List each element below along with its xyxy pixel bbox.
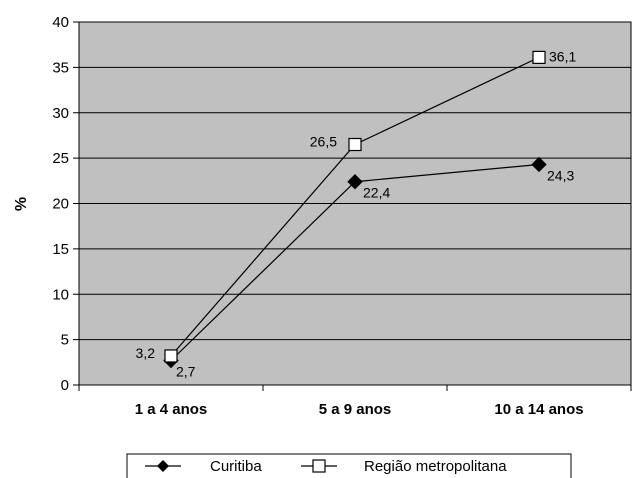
series-layer: 2,7 22,4 24,3 3,2 26,5 36,1 bbox=[136, 48, 577, 379]
data-label: 24,3 bbox=[547, 167, 574, 183]
regiao-metropolitana-point-marker bbox=[532, 50, 546, 64]
y-axis: 0 5 10 15 20 25 30 35 40 bbox=[52, 14, 79, 394]
curitiba-point-marker bbox=[347, 174, 363, 190]
y-tick-label: 30 bbox=[52, 105, 69, 122]
legend-box bbox=[126, 453, 572, 478]
data-label: 22,4 bbox=[363, 185, 390, 201]
x-tick-label: 10 a 14 anos bbox=[494, 401, 583, 418]
y-tick-label: 10 bbox=[52, 286, 69, 303]
x-axis: 1 a 4 anos 5 a 9 anos 10 a 14 anos bbox=[78, 385, 632, 418]
data-label: 3,2 bbox=[136, 345, 156, 361]
legend-label: Curitiba bbox=[210, 458, 262, 475]
data-label: 26,5 bbox=[310, 134, 337, 150]
regiao-metropolitana-point-marker bbox=[348, 137, 362, 152]
x-tick-label: 5 a 9 anos bbox=[319, 401, 392, 418]
series-regiao-metropolitana: 3,2 26,5 36,1 bbox=[136, 48, 576, 363]
x-tick-label: 1 a 4 anos bbox=[135, 401, 208, 418]
legend-marker bbox=[312, 459, 326, 473]
y-tick-label: 20 bbox=[52, 196, 69, 213]
y-axis-label: % bbox=[13, 197, 30, 211]
y-tick-label: 15 bbox=[52, 241, 69, 258]
y-tick-label: 40 bbox=[52, 14, 69, 31]
y-tick-label: 35 bbox=[52, 59, 69, 76]
curitiba-point-marker bbox=[531, 156, 547, 173]
legend-label: Região metropolitana bbox=[364, 458, 507, 475]
data-label: 2,7 bbox=[176, 363, 196, 379]
legend-marker bbox=[157, 460, 169, 472]
gridlines bbox=[79, 66, 631, 341]
legend-entry: Curitiba bbox=[145, 458, 262, 475]
y-tick-label: 25 bbox=[52, 150, 69, 167]
y-tick-label: 5 bbox=[61, 332, 69, 349]
regiao-metropolitana-point-marker bbox=[164, 349, 178, 363]
legend: Curitiba Região metropolitana bbox=[126, 453, 572, 478]
data-label: 36,1 bbox=[549, 48, 576, 64]
legend-entry: Região metropolitana bbox=[301, 458, 507, 475]
y-tick-label: 0 bbox=[61, 377, 69, 394]
